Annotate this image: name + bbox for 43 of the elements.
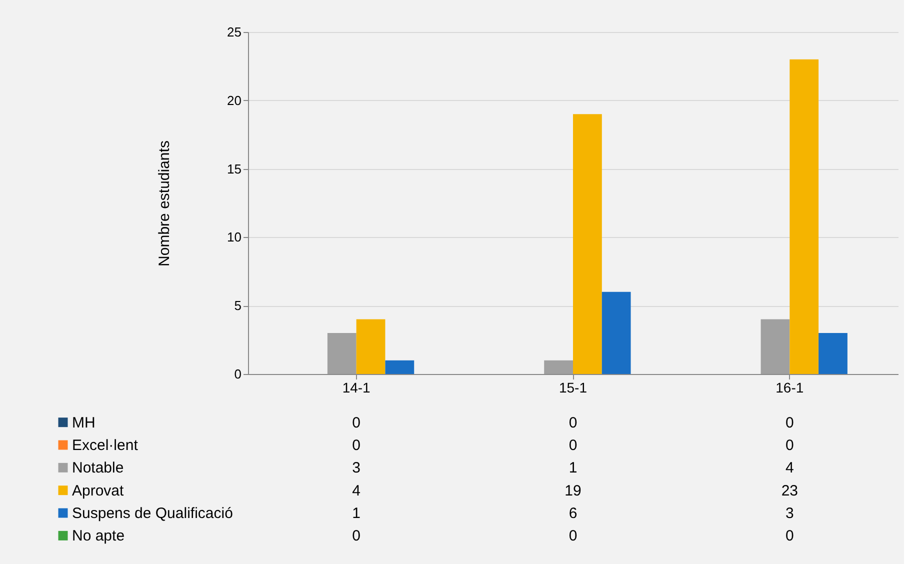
data-label: 0 [568,528,578,545]
data-label: 0 [352,437,361,454]
data-label: 0 [785,528,794,545]
legend-label: No apte [72,528,125,545]
data-label: 19 [564,482,582,500]
data-label: 4 [352,482,361,500]
legend-label: Aprovat [72,482,125,500]
legend-label: Suspens de Qualificació [72,505,233,522]
y-tick-label: 0 [234,366,242,382]
x-tick-label: 14-1 [342,380,371,396]
bar [356,319,386,374]
bar [790,59,819,374]
data-label: 6 [568,505,578,522]
x-tick-label: 15-1 [558,380,588,396]
bar [818,332,848,374]
legend-label: Excel·lent [72,437,139,454]
legend-label: Notable [72,460,124,477]
data-label: 0 [568,437,578,454]
data-label: 1 [352,505,361,522]
y-tick-label: 5 [234,298,242,314]
bar [602,292,631,374]
data-label: 1 [568,460,578,477]
data-label: 3 [352,460,361,477]
y-tick-label: 20 [227,92,242,108]
data-label: 3 [785,505,794,522]
data-label: 23 [781,482,798,500]
data-label: 0 [785,437,794,454]
y-tick-label: 15 [227,161,242,176]
bar [573,114,602,374]
data-label: 4 [785,460,794,477]
x-tick-label: 16-1 [776,380,804,396]
y-tick-label: 25 [227,24,242,40]
y-axis-title: Nombre estudiants [156,140,174,266]
data-label: 0 [352,528,361,545]
legend-label: MH [72,414,96,432]
data-label: 0 [785,414,794,432]
data-label: 0 [568,414,578,432]
data-label: 0 [352,414,361,432]
y-tick-label: 10 [227,230,242,245]
bar [760,319,790,374]
bar [544,360,573,374]
bar [385,360,414,374]
bar [327,332,356,374]
